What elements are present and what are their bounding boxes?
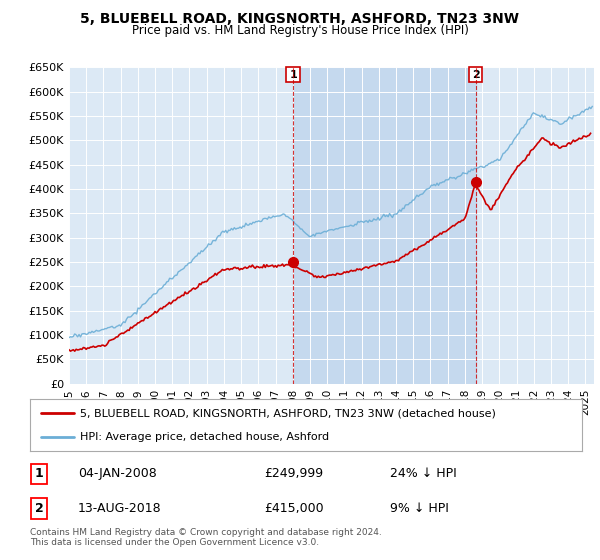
Text: 5, BLUEBELL ROAD, KINGSNORTH, ASHFORD, TN23 3NW: 5, BLUEBELL ROAD, KINGSNORTH, ASHFORD, T… bbox=[80, 12, 520, 26]
Text: Contains HM Land Registry data © Crown copyright and database right 2024.
This d: Contains HM Land Registry data © Crown c… bbox=[30, 528, 382, 547]
Text: 24% ↓ HPI: 24% ↓ HPI bbox=[390, 467, 457, 480]
Text: 04-JAN-2008: 04-JAN-2008 bbox=[78, 467, 157, 480]
Text: 2: 2 bbox=[35, 502, 43, 515]
Text: 5, BLUEBELL ROAD, KINGSNORTH, ASHFORD, TN23 3NW (detached house): 5, BLUEBELL ROAD, KINGSNORTH, ASHFORD, T… bbox=[80, 408, 496, 418]
Text: 1: 1 bbox=[289, 69, 297, 80]
Bar bbox=[293, 67, 476, 384]
Text: 2: 2 bbox=[472, 69, 479, 80]
Text: £249,999: £249,999 bbox=[264, 467, 323, 480]
Text: HPI: Average price, detached house, Ashford: HPI: Average price, detached house, Ashf… bbox=[80, 432, 329, 442]
Text: £415,000: £415,000 bbox=[264, 502, 323, 515]
Text: Price paid vs. HM Land Registry's House Price Index (HPI): Price paid vs. HM Land Registry's House … bbox=[131, 24, 469, 37]
Text: 1: 1 bbox=[35, 467, 43, 480]
Text: 13-AUG-2018: 13-AUG-2018 bbox=[78, 502, 161, 515]
Text: 9% ↓ HPI: 9% ↓ HPI bbox=[390, 502, 449, 515]
